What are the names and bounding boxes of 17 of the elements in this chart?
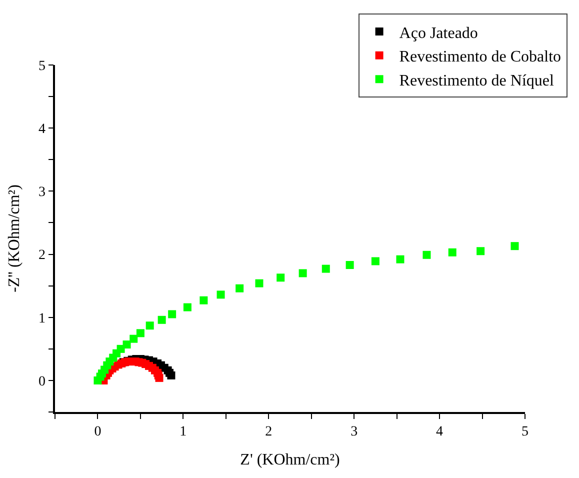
- y-tick-label: 2: [38, 248, 46, 264]
- y-tick-label: 0: [38, 374, 46, 390]
- legend-label: Aço Jateado: [399, 24, 478, 42]
- x-tick-label: 4: [436, 424, 444, 440]
- x-tick-label: 0: [94, 424, 102, 440]
- y-axis-title: -Z'' (KOhm/cm²): [6, 184, 23, 292]
- x-tick-label: 1: [180, 424, 187, 440]
- legend-label: Revestimento de Cobalto: [399, 48, 562, 66]
- y-tick-label: 4: [38, 122, 46, 137]
- legend-label: Revestimento de Níquel: [399, 72, 554, 90]
- x-axis-title: Z' (KOhm/cm²): [240, 452, 340, 469]
- y-tick-label: 3: [38, 185, 46, 200]
- y-tick-label: 5: [38, 58, 46, 74]
- x-tick-label: 5: [522, 424, 528, 440]
- y-tick-label: 1: [38, 311, 46, 326]
- x-tick-label: 3: [350, 424, 358, 440]
- x-tick-label: 2: [265, 424, 272, 440]
